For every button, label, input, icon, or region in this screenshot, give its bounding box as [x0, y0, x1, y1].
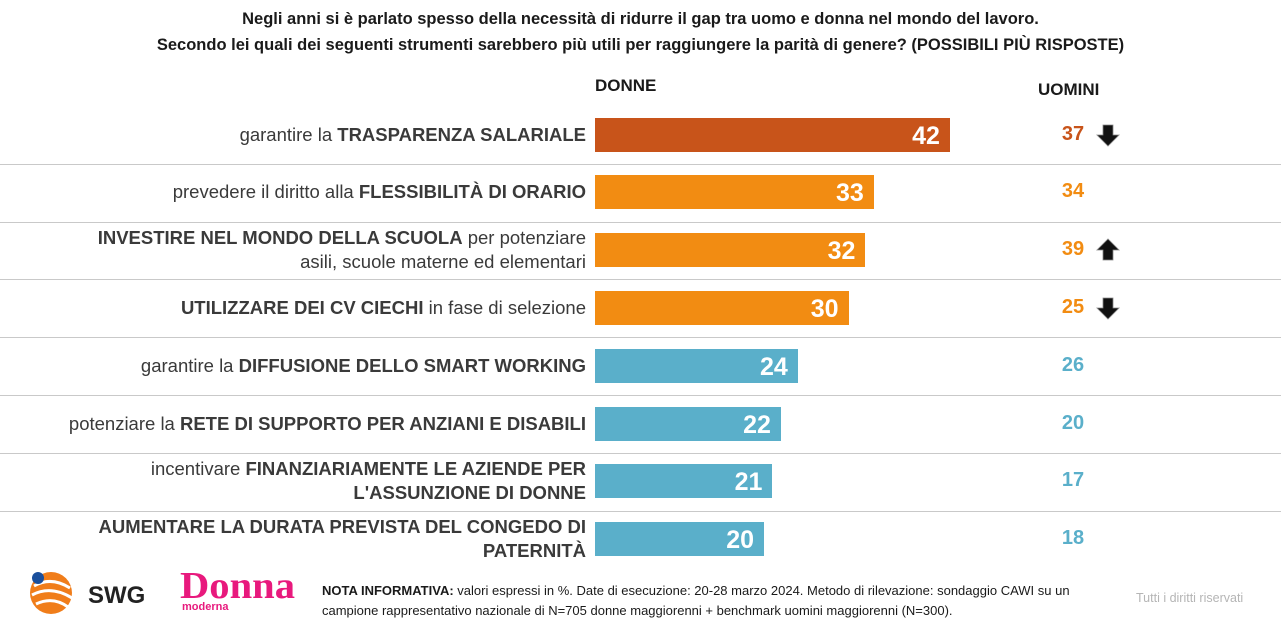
row-separator [0, 279, 1281, 281]
bar-donne: 21 [595, 464, 773, 499]
donna-logo-text: Donna [180, 566, 295, 607]
bar-donne: 33 [595, 175, 874, 210]
category-label: UTILIZZARE DEI CV CIECHI in fase di sele… [181, 296, 586, 320]
donna-moderna-logo: Donna moderna [180, 566, 295, 613]
swg-logo: SWG [30, 572, 145, 614]
category-label-part: in fase di selezione [423, 296, 586, 318]
category-label-part: FINANZIARIAMENTE LE AZIENDE PER [245, 458, 586, 480]
uomini-value-label: 34 [1061, 180, 1085, 203]
category-label-part: PATERNITÀ [482, 540, 586, 562]
bar-value-label: 32 [827, 237, 856, 266]
note-line-1: valori espressi in %. Date di esecuzione… [453, 583, 1070, 598]
arrow-up-icon [1096, 238, 1120, 261]
note-bold: NOTA INFORMATIVA: [322, 583, 454, 598]
category-label: potenziare la RETE DI SUPPORTO PER ANZIA… [69, 412, 586, 436]
bar-value-label: 33 [836, 179, 864, 208]
series-header-donne: DONNE [595, 76, 657, 95]
row-separator [0, 452, 1281, 454]
category-label-part: L'ASSUNZIONE DI DONNE [353, 482, 586, 504]
category-label-part: per potenziare [462, 227, 586, 249]
row-separator [0, 395, 1281, 396]
uomini-value-label: 25 [1061, 295, 1085, 318]
category-label-part: prevedere il diritto alla [172, 181, 359, 203]
arrow-down-icon [1096, 124, 1120, 147]
swg-logo-text: SWG [88, 582, 145, 609]
category-label: incentivare FINANZIARIAMENTE LE AZIENDE … [151, 457, 586, 505]
category-label: AUMENTARE LA DURATA PREVISTA DEL CONGEDO… [98, 515, 586, 563]
series-header-uomini: UOMINI [1038, 80, 1100, 99]
title-line-2: Secondo lei quali dei seguenti strumenti… [156, 36, 1125, 54]
arrow-down-icon [1096, 297, 1120, 320]
bar-donne: 32 [595, 233, 866, 268]
note-line-2: campione rappresentativo nazionale di N=… [322, 603, 953, 618]
uomini-value-label: 20 [1061, 411, 1085, 434]
chart-title: Negli anni si è parlato spesso della nec… [0, 6, 1281, 58]
footer-note: NOTA INFORMATIVA: valori espressi in %. … [322, 581, 1070, 621]
bar-value-label: 24 [759, 352, 788, 381]
moderna-logo-text: moderna [182, 601, 229, 613]
bar-donne: 20 [595, 522, 764, 557]
category-label: INVESTIRE NEL MONDO DELLA SCUOLA per pot… [98, 226, 586, 274]
bar-donne: 42 [595, 117, 950, 152]
category-label-part: incentivare [150, 458, 246, 480]
copyright-text: Tutti i diritti riservati [1136, 591, 1244, 605]
uomini-value-label: 26 [1061, 353, 1085, 376]
bar-donne: 30 [595, 290, 849, 325]
uomini-value-label: 18 [1061, 527, 1085, 550]
bar-value-label: 21 [734, 468, 763, 497]
category-label-part: AUMENTARE LA DURATA PREVISTA DEL CONGEDO… [98, 516, 586, 538]
category-label: garantire la TRASPARENZA SALARIALE [240, 123, 586, 147]
bar-value-label: 20 [726, 526, 754, 555]
category-label-part: DIFFUSIONE DELLO SMART WORKING [238, 354, 586, 376]
row-separator [0, 337, 1281, 339]
category-label-part: garantire la [239, 123, 338, 145]
bar-value-label: 30 [810, 294, 839, 323]
category-label-part: potenziare la [68, 412, 180, 434]
category-label-part: RETE DI SUPPORTO PER ANZIANI E DISABILI [179, 412, 586, 434]
bar-value-label: 42 [912, 121, 940, 150]
row-separator [0, 221, 1281, 223]
bar-donne: 24 [595, 348, 798, 383]
title-line-1: Negli anni si è parlato spesso della nec… [242, 10, 1039, 28]
row-separator [0, 510, 1281, 512]
category-label-part: TRASPARENZA SALARIALE [337, 123, 586, 145]
row-separator [0, 163, 1281, 165]
bar-donne: 22 [595, 406, 781, 441]
category-label-part: asili, scuole materne ed elementari [300, 251, 586, 273]
category-label: prevedere il diritto alla FLESSIBILITÀ D… [173, 180, 586, 204]
category-label-part: INVESTIRE NEL MONDO DELLA SCUOLA [97, 227, 463, 249]
uomini-value-label: 17 [1061, 469, 1085, 492]
category-label: garantire la DIFFUSIONE DELLO SMART WORK… [141, 354, 586, 378]
category-label-part: garantire la [140, 354, 239, 376]
uomini-value-label: 39 [1061, 238, 1085, 261]
bar-value-label: 22 [743, 410, 771, 439]
category-label-part: FLESSIBILITÀ DI ORARIO [358, 181, 586, 203]
uomini-value-label: 37 [1061, 122, 1085, 145]
category-label-part: UTILIZZARE DEI CV CIECHI [180, 296, 424, 318]
